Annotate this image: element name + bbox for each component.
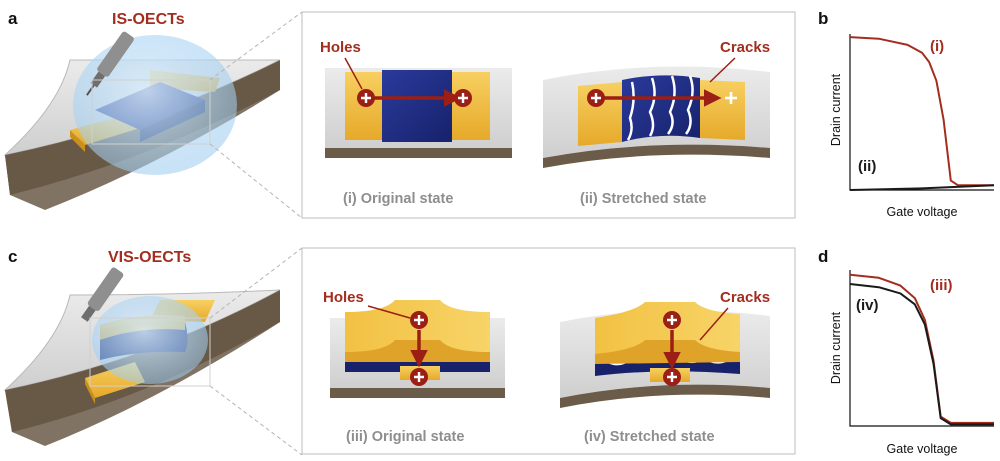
cracks-label-top: Cracks: [720, 39, 770, 56]
hole-charge-icon: [357, 89, 375, 107]
holes-label-top: Holes: [320, 39, 361, 56]
state-caption-ii: (ii) Stretched state: [580, 191, 707, 207]
cracks-label-bottom: Cracks: [720, 289, 770, 306]
series-line-2: [849, 283, 994, 426]
curve-label-ii: (ii): [858, 158, 876, 175]
series-line-1: [849, 273, 994, 424]
is-oect-device-illustration: [3, 11, 303, 219]
cracks-leader-line-bottom: [699, 307, 729, 341]
panel-letter-d: d: [818, 247, 828, 266]
weak-hole-charge-icon: [725, 92, 737, 104]
hole-charge-icon: [663, 311, 681, 329]
original-state-illustration-i: [325, 68, 512, 158]
curve-label-iv: (iv): [856, 297, 879, 314]
vis-oect-device-illustration: [3, 247, 303, 456]
is-oects-title: IS-OECTs: [112, 11, 185, 28]
panel-letter-a: a: [8, 9, 18, 28]
hole-charge-icon: [454, 89, 472, 107]
series-line-2: [849, 184, 995, 191]
state-caption-iv: (iv) Stretched state: [584, 429, 715, 445]
holes-leader-line-top: [344, 57, 363, 90]
state-caption-iii: (iii) Original state: [346, 429, 464, 445]
stretched-state-illustration-ii: [543, 66, 770, 168]
chart-d-ylabel: Drain current: [829, 311, 843, 384]
panel-letter-c: c: [8, 247, 17, 266]
state-caption-i: (i) Original state: [343, 191, 453, 207]
chart-axes: [849, 270, 994, 427]
chart-b-ylabel: Drain current: [829, 73, 843, 146]
chart-b-xlabel: Gate voltage: [887, 205, 958, 219]
hole-charge-icon: [663, 368, 681, 386]
transfer-curve-chart-b: [849, 34, 995, 191]
cracks-leader-line-top: [709, 57, 736, 83]
original-state-illustration-iii: [330, 300, 505, 398]
series-line-1: [849, 36, 994, 187]
holes-label-bottom: Holes: [323, 289, 364, 306]
transfer-curve-chart-d: [849, 270, 994, 427]
hole-charge-icon: [410, 311, 428, 329]
vis-oects-title: VIS-OECTs: [108, 249, 191, 266]
hole-charge-icon: [587, 89, 605, 107]
panel-letter-b: b: [818, 9, 828, 28]
holes-leader-line-bottom: [367, 305, 411, 319]
stretched-state-illustration-iv: [560, 302, 770, 408]
hole-charge-icon: [410, 368, 428, 386]
curve-label-iii: (iii): [930, 277, 953, 294]
curve-label-i: (i): [930, 38, 944, 55]
chart-d-xlabel: Gate voltage: [887, 442, 958, 456]
